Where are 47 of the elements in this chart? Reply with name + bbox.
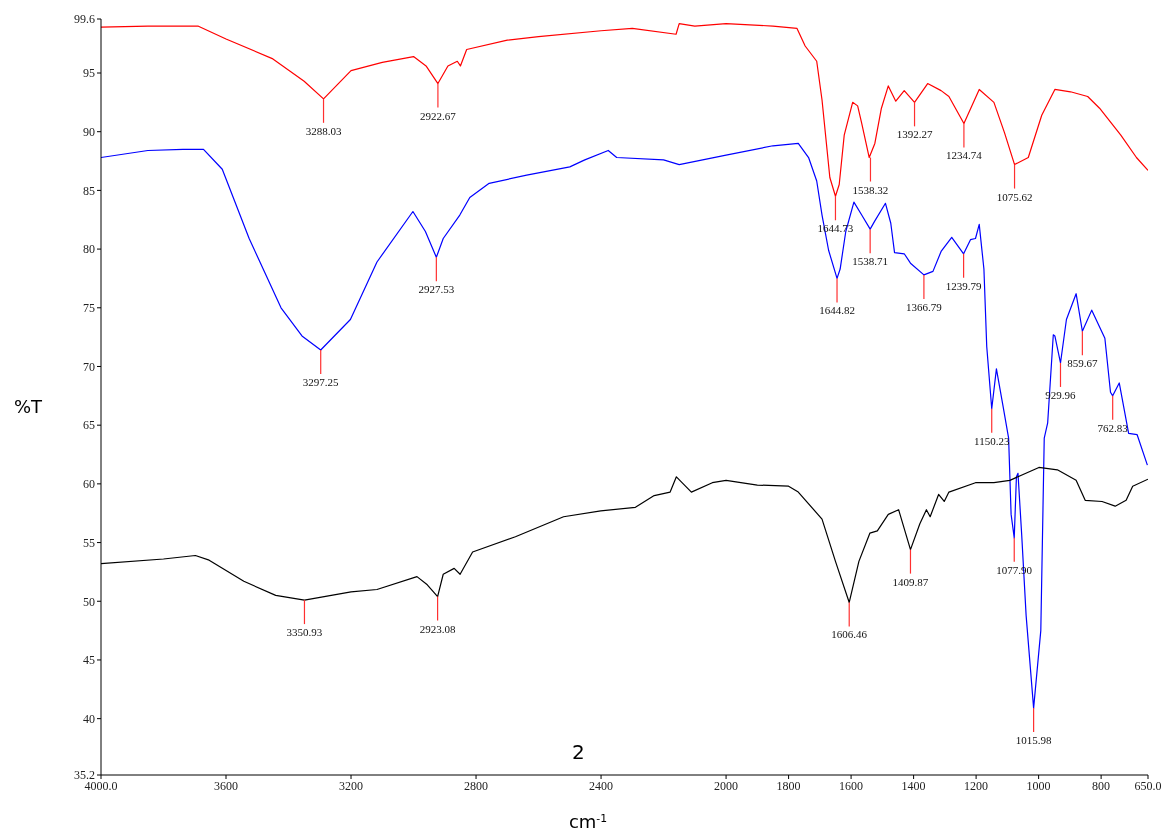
x-tick-label: 1600 xyxy=(839,778,864,793)
y-tick-label: 55 xyxy=(83,535,95,550)
x-tick-label: 1200 xyxy=(964,778,989,793)
annotation: 1606.46 xyxy=(831,628,868,641)
annotation: 1538.71 xyxy=(852,255,889,268)
x-tick-label: 2000 xyxy=(714,778,739,793)
x-axis-title: cm$^{-1}$ xyxy=(568,811,608,832)
annotation: 1409.87 xyxy=(892,575,929,588)
annotation: 859.67 xyxy=(1067,357,1098,370)
y-tick-label: 60 xyxy=(83,477,95,492)
annotation: 2927.53 xyxy=(418,283,455,296)
y-tick-label: 70 xyxy=(83,359,95,374)
annotation: 3288.03 xyxy=(305,124,342,137)
y-tick-label: 65 xyxy=(83,418,95,433)
x-tick-label: 1000 xyxy=(1026,778,1051,793)
annotation: 2922.67 xyxy=(420,109,457,122)
annotation: 1392.27 xyxy=(896,128,933,141)
y-tick-label: 90 xyxy=(83,124,95,139)
x-tick-label: 2400 xyxy=(589,778,614,793)
annotation: 3297.25 xyxy=(302,376,340,389)
y-tick-label: 95 xyxy=(83,66,95,81)
y-tick-label: 99.6 xyxy=(74,12,95,27)
y-tick-label: 45 xyxy=(83,653,95,668)
y-axis-title: %T xyxy=(14,396,43,417)
annotation: 2923.08 xyxy=(419,622,456,635)
annotation: 3350.93 xyxy=(286,626,323,639)
annotation: 1644.82 xyxy=(819,304,855,317)
x-tick-label: 3600 xyxy=(214,778,239,793)
annotation: 2 xyxy=(572,740,585,764)
y-tick-label: 85 xyxy=(83,183,95,198)
y-tick-label: 50 xyxy=(83,594,95,609)
y-tick-label: 75 xyxy=(83,301,95,316)
annotation: 1239.79 xyxy=(945,279,982,292)
y-tick-label: 40 xyxy=(83,711,95,726)
annotation: 1366.79 xyxy=(906,300,943,313)
x-tick-label: 2800 xyxy=(464,778,489,793)
x-tick-label: 650.0 xyxy=(1134,778,1162,793)
annotation: 1234.74 xyxy=(946,149,983,162)
x-tick-label: 1400 xyxy=(901,778,926,793)
annotation: 1075.62 xyxy=(996,190,1033,203)
line-series xyxy=(101,142,1148,709)
x-tick-label: 3200 xyxy=(339,778,364,793)
x-tick-label: 800 xyxy=(1092,778,1111,793)
y-tick-label: 80 xyxy=(83,242,95,257)
annotation: 1538.32 xyxy=(852,183,889,196)
x-tick-label: 1800 xyxy=(776,778,801,793)
annotation: 1015.98 xyxy=(1015,734,1052,747)
